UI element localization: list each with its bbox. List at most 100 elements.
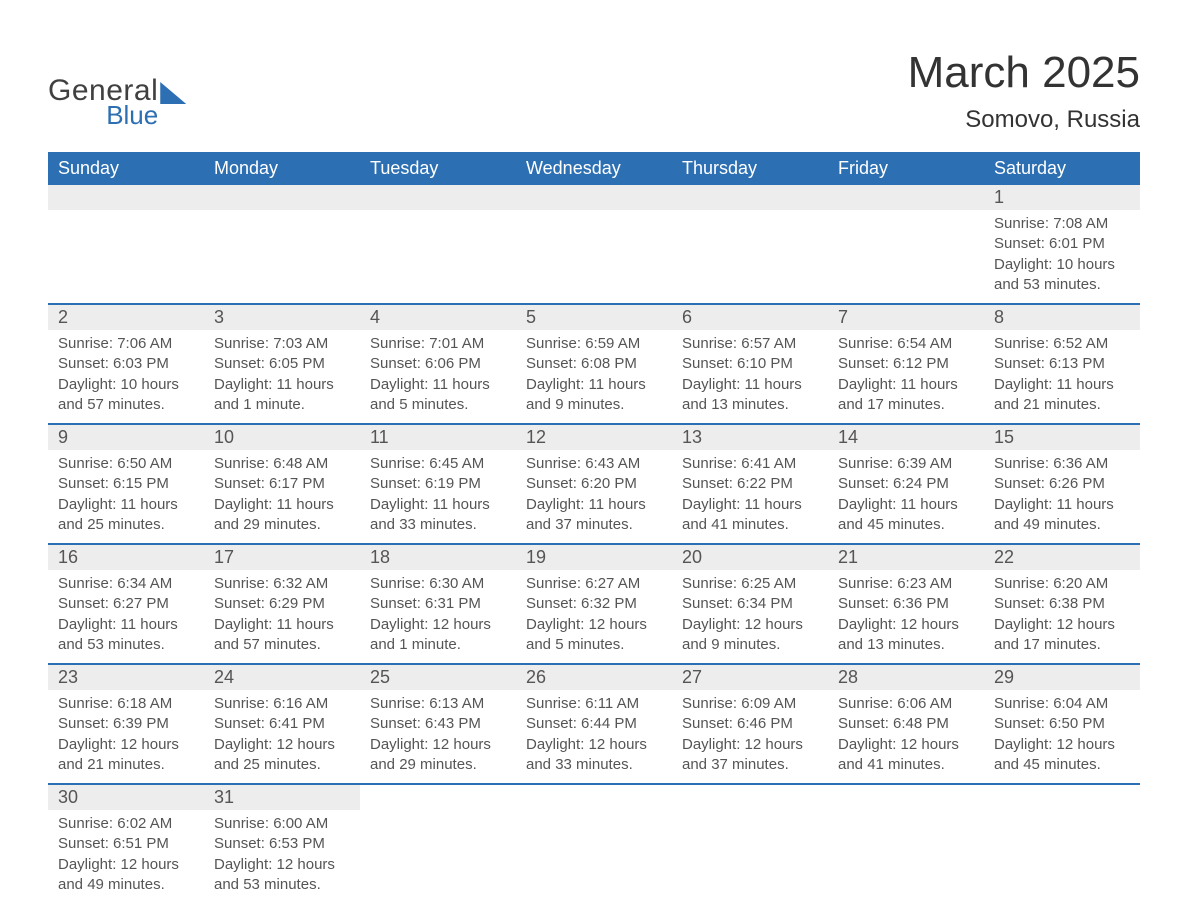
sunset-text: Sunset: 6:13 PM <box>994 354 1130 374</box>
sunset-text: Sunset: 6:03 PM <box>58 354 194 374</box>
day-number-cell <box>516 185 672 210</box>
day-detail-cell: Sunrise: 6:02 AMSunset: 6:51 PMDaylight:… <box>48 810 204 903</box>
day-detail-cell: Sunrise: 6:23 AMSunset: 6:36 PMDaylight:… <box>828 570 984 664</box>
day-detail-cell: Sunrise: 6:27 AMSunset: 6:32 PMDaylight:… <box>516 570 672 664</box>
day-detail-cell <box>672 210 828 304</box>
sunrise-text: Sunrise: 6:23 AM <box>838 574 974 594</box>
weekday-header: Tuesday <box>360 152 516 185</box>
sunset-text: Sunset: 6:31 PM <box>370 594 506 614</box>
sunrise-text: Sunrise: 6:16 AM <box>214 694 350 714</box>
daylight-text: Daylight: 12 hours and 21 minutes. <box>58 735 194 776</box>
day-detail-cell: Sunrise: 6:45 AMSunset: 6:19 PMDaylight:… <box>360 450 516 544</box>
day-number-cell: 27 <box>672 664 828 690</box>
day-number-cell: 6 <box>672 304 828 330</box>
day-detail-cell: Sunrise: 6:00 AMSunset: 6:53 PMDaylight:… <box>204 810 360 903</box>
weekday-header: Wednesday <box>516 152 672 185</box>
day-number-cell: 23 <box>48 664 204 690</box>
sunrise-text: Sunrise: 7:06 AM <box>58 334 194 354</box>
day-detail-cell <box>828 210 984 304</box>
day-number-cell <box>672 185 828 210</box>
sunrise-text: Sunrise: 6:59 AM <box>526 334 662 354</box>
daylight-text: Daylight: 12 hours and 1 minute. <box>370 615 506 656</box>
daylight-text: Daylight: 11 hours and 57 minutes. <box>214 615 350 656</box>
daylight-text: Daylight: 10 hours and 53 minutes. <box>994 255 1130 296</box>
sunrise-text: Sunrise: 7:08 AM <box>994 214 1130 234</box>
logo-text: General Blue <box>48 76 158 128</box>
day-detail-cell: Sunrise: 6:06 AMSunset: 6:48 PMDaylight:… <box>828 690 984 784</box>
day-detail-cell: Sunrise: 7:08 AMSunset: 6:01 PMDaylight:… <box>984 210 1140 304</box>
day-detail-cell: Sunrise: 7:01 AMSunset: 6:06 PMDaylight:… <box>360 330 516 424</box>
logo-blue: Blue <box>106 102 158 128</box>
day-number-row: 3031 <box>48 784 1140 810</box>
day-detail-cell <box>516 810 672 903</box>
weekday-header: Sunday <box>48 152 204 185</box>
sunrise-text: Sunrise: 6:11 AM <box>526 694 662 714</box>
sunrise-text: Sunrise: 6:54 AM <box>838 334 974 354</box>
day-number-cell: 18 <box>360 544 516 570</box>
sunset-text: Sunset: 6:26 PM <box>994 474 1130 494</box>
daylight-text: Daylight: 12 hours and 53 minutes. <box>214 855 350 896</box>
day-detail-cell: Sunrise: 6:30 AMSunset: 6:31 PMDaylight:… <box>360 570 516 664</box>
daylight-text: Daylight: 11 hours and 5 minutes. <box>370 375 506 416</box>
day-number-cell <box>48 185 204 210</box>
header-row: General Blue March 2025 Somovo, Russia <box>48 48 1140 134</box>
daylight-text: Daylight: 12 hours and 17 minutes. <box>994 615 1130 656</box>
sunrise-text: Sunrise: 6:02 AM <box>58 814 194 834</box>
calendar-table: Sunday Monday Tuesday Wednesday Thursday… <box>48 152 1140 903</box>
sunset-text: Sunset: 6:46 PM <box>682 714 818 734</box>
day-number-row: 2345678 <box>48 304 1140 330</box>
sunset-text: Sunset: 6:32 PM <box>526 594 662 614</box>
page-subtitle: Somovo, Russia <box>908 106 1140 134</box>
day-detail-cell: Sunrise: 7:06 AMSunset: 6:03 PMDaylight:… <box>48 330 204 424</box>
daylight-text: Daylight: 12 hours and 41 minutes. <box>838 735 974 776</box>
sunset-text: Sunset: 6:17 PM <box>214 474 350 494</box>
day-number-cell: 9 <box>48 424 204 450</box>
daylight-text: Daylight: 12 hours and 5 minutes. <box>526 615 662 656</box>
day-detail-cell: Sunrise: 6:59 AMSunset: 6:08 PMDaylight:… <box>516 330 672 424</box>
day-number-cell <box>516 784 672 810</box>
day-detail-row: Sunrise: 6:02 AMSunset: 6:51 PMDaylight:… <box>48 810 1140 903</box>
day-detail-cell: Sunrise: 6:18 AMSunset: 6:39 PMDaylight:… <box>48 690 204 784</box>
day-detail-row: Sunrise: 6:18 AMSunset: 6:39 PMDaylight:… <box>48 690 1140 784</box>
day-number-row: 23242526272829 <box>48 664 1140 690</box>
logo-triangle-icon <box>160 82 186 104</box>
day-detail-cell: Sunrise: 6:11 AMSunset: 6:44 PMDaylight:… <box>516 690 672 784</box>
day-detail-cell <box>48 210 204 304</box>
day-detail-cell <box>984 810 1140 903</box>
daylight-text: Daylight: 12 hours and 13 minutes. <box>838 615 974 656</box>
daylight-text: Daylight: 11 hours and 25 minutes. <box>58 495 194 536</box>
day-number-cell: 22 <box>984 544 1140 570</box>
day-number-cell <box>828 185 984 210</box>
day-number-cell: 17 <box>204 544 360 570</box>
day-number-cell <box>828 784 984 810</box>
day-detail-cell <box>204 210 360 304</box>
day-number-cell: 25 <box>360 664 516 690</box>
day-detail-cell: Sunrise: 6:36 AMSunset: 6:26 PMDaylight:… <box>984 450 1140 544</box>
day-number-cell: 5 <box>516 304 672 330</box>
sunset-text: Sunset: 6:44 PM <box>526 714 662 734</box>
day-number-row: 9101112131415 <box>48 424 1140 450</box>
weekday-header: Thursday <box>672 152 828 185</box>
sunset-text: Sunset: 6:27 PM <box>58 594 194 614</box>
page-title: March 2025 <box>908 48 1140 98</box>
day-detail-cell: Sunrise: 6:25 AMSunset: 6:34 PMDaylight:… <box>672 570 828 664</box>
daylight-text: Daylight: 12 hours and 9 minutes. <box>682 615 818 656</box>
daylight-text: Daylight: 11 hours and 49 minutes. <box>994 495 1130 536</box>
sunrise-text: Sunrise: 6:06 AM <box>838 694 974 714</box>
day-number-cell: 12 <box>516 424 672 450</box>
day-number-cell: 30 <box>48 784 204 810</box>
sunset-text: Sunset: 6:39 PM <box>58 714 194 734</box>
daylight-text: Daylight: 12 hours and 45 minutes. <box>994 735 1130 776</box>
day-number-cell: 2 <box>48 304 204 330</box>
title-block: March 2025 Somovo, Russia <box>908 48 1140 134</box>
day-number-cell: 15 <box>984 424 1140 450</box>
sunrise-text: Sunrise: 6:43 AM <box>526 454 662 474</box>
sunrise-text: Sunrise: 6:13 AM <box>370 694 506 714</box>
day-detail-cell: Sunrise: 6:34 AMSunset: 6:27 PMDaylight:… <box>48 570 204 664</box>
day-number-cell: 26 <box>516 664 672 690</box>
day-detail-row: Sunrise: 6:50 AMSunset: 6:15 PMDaylight:… <box>48 450 1140 544</box>
day-number-cell: 28 <box>828 664 984 690</box>
daylight-text: Daylight: 12 hours and 29 minutes. <box>370 735 506 776</box>
sunrise-text: Sunrise: 6:00 AM <box>214 814 350 834</box>
sunset-text: Sunset: 6:19 PM <box>370 474 506 494</box>
